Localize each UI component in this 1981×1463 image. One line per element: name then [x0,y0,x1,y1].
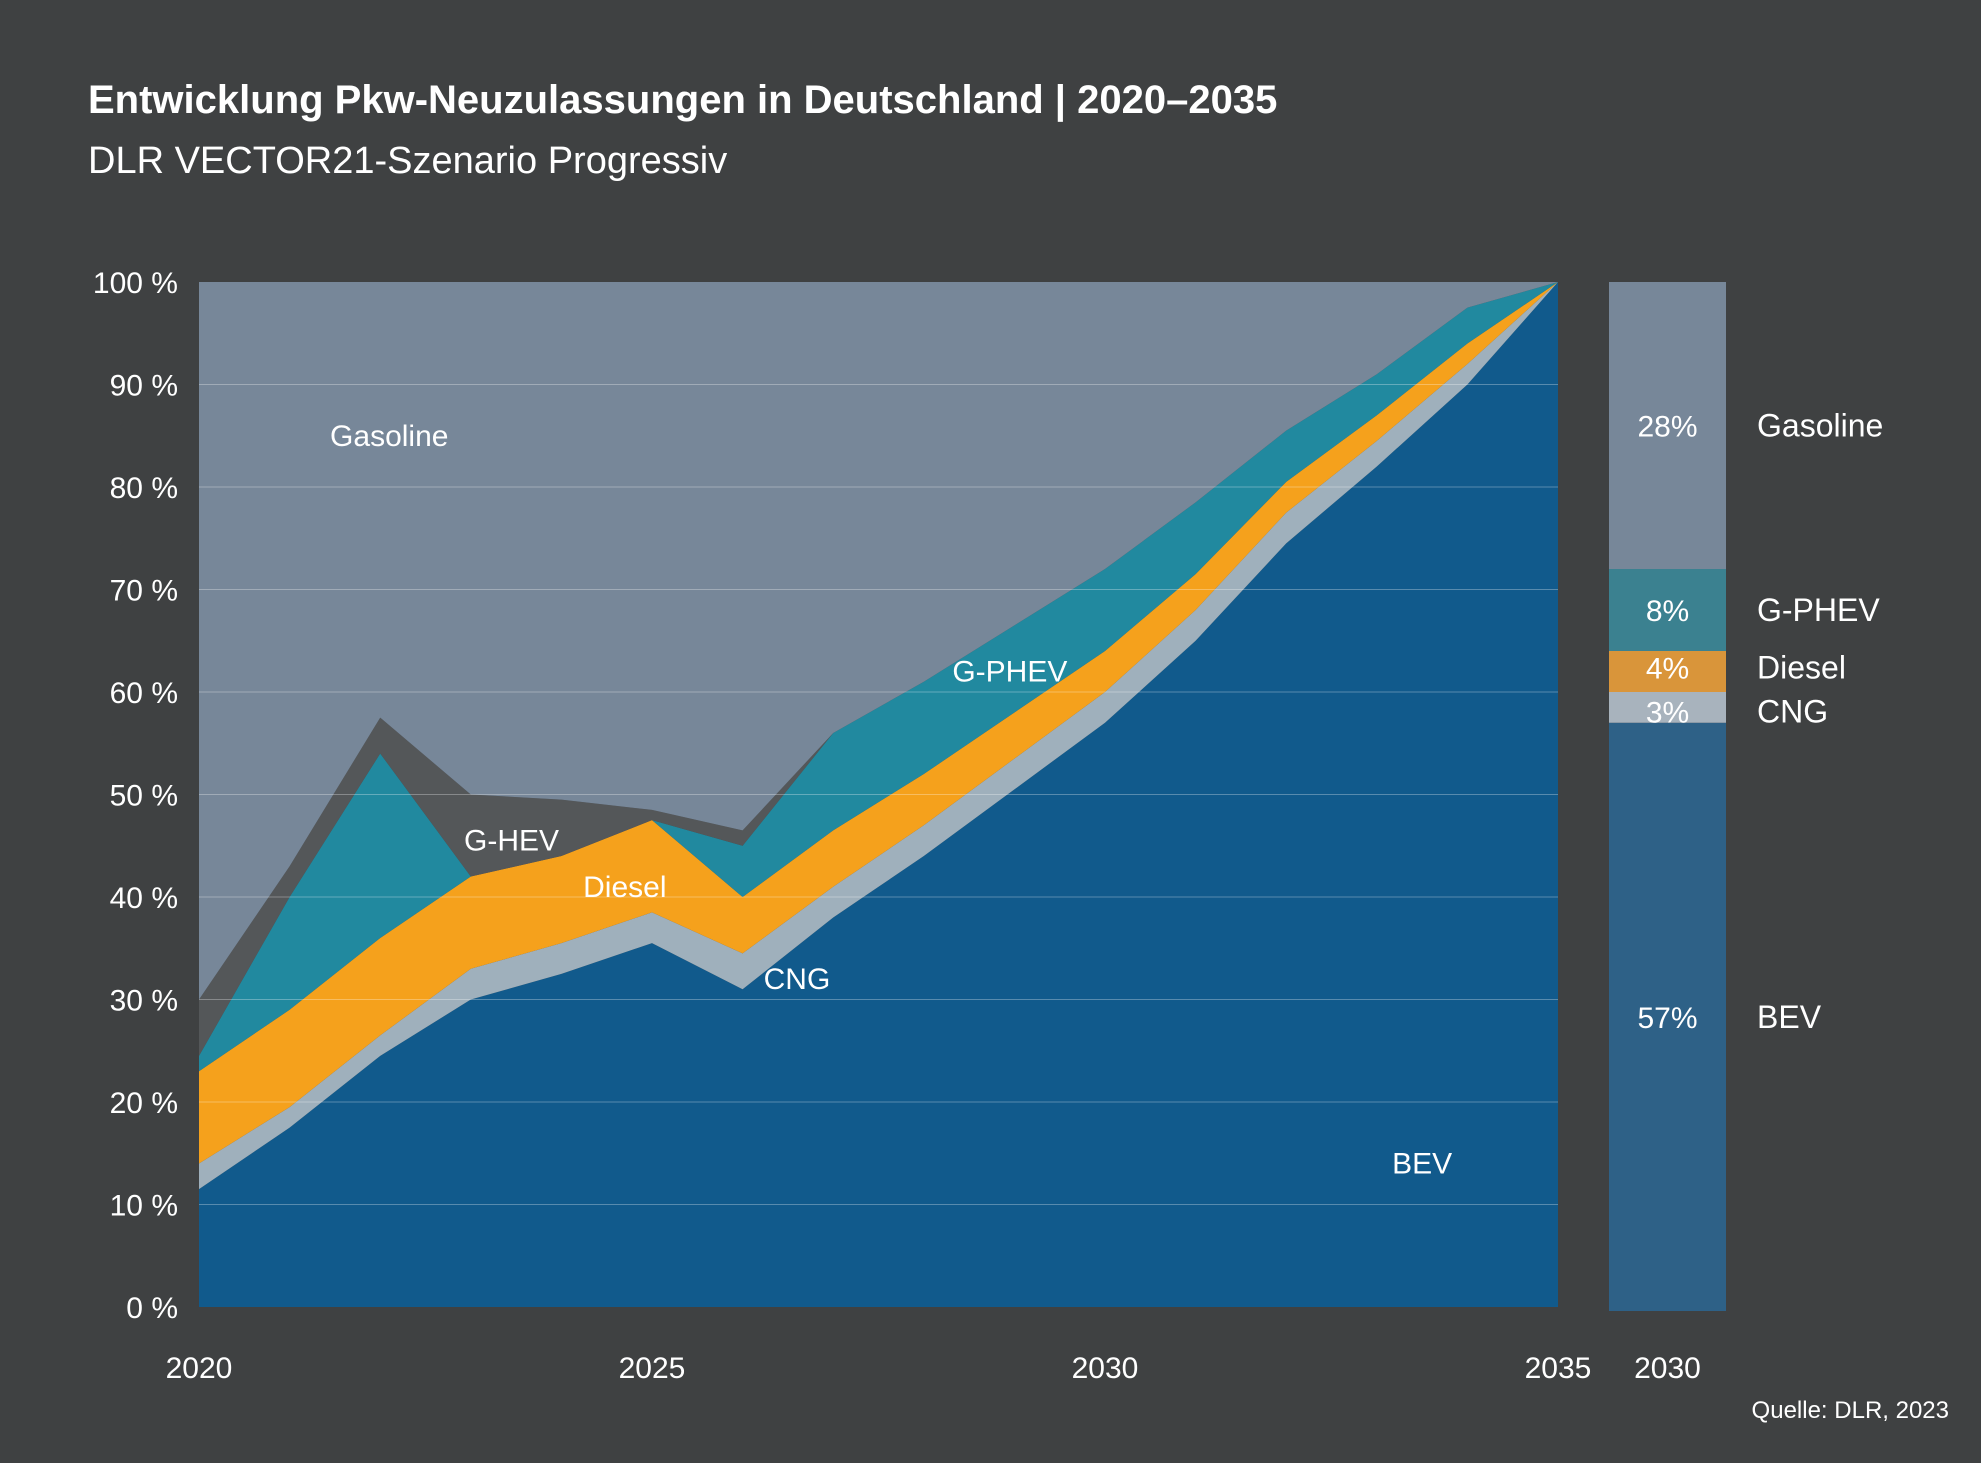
y-tick-label: 50 % [110,780,178,813]
x-tick-label: 2025 [619,1352,686,1385]
bar-label-bev: 57% [1637,1002,1697,1035]
area-label-diesel: Diesel [583,871,666,904]
bar-segment-gasoline [1609,282,1726,569]
bar-label-diesel: 4% [1646,653,1689,686]
legend-bev: BEV [1757,999,1822,1035]
y-tick-label: 0 % [126,1292,178,1325]
area-label-bev: BEV [1392,1148,1452,1181]
y-tick-label: 100 % [93,267,178,300]
x-tick-label: 2035 [1525,1352,1592,1385]
bar-2030: 57% 3% 4% 8% 28% 2030 [1609,282,1726,1385]
area-gasoline [199,282,1558,1000]
bar-segment-g-phev [1609,569,1726,651]
x-tick-label: 2030 [1072,1352,1139,1385]
x-tick-label: 2020 [166,1352,233,1385]
legend-g-phev: G-PHEV [1757,592,1880,628]
area-label-cng: CNG [764,963,831,996]
y-tick-label: 90 % [110,370,178,403]
bar-label-g-phev: 8% [1646,595,1689,628]
y-tick-label: 70 % [110,575,178,608]
area-label-gasoline: Gasoline [330,420,448,453]
legend-cng: CNG [1757,693,1828,729]
bar-segment-bev [1609,722,1726,1311]
bar-segment-diesel [1609,651,1726,692]
y-tick-label: 10 % [110,1190,178,1223]
gridlines [199,384,1558,1205]
y-tick-label: 40 % [110,882,178,915]
chart-subtitle: DLR VECTOR21-Szenario Progressiv [88,140,728,182]
legend-gasoline: Gasoline [1757,408,1883,444]
area-label-g-phev: G-PHEV [952,656,1067,689]
area-cng [199,282,1558,1190]
bar-x-label: 2030 [1634,1352,1701,1385]
bar-segment-cng [1609,692,1726,723]
y-tick-label: 20 % [110,1087,178,1120]
legend: BEV CNG Diesel G-PHEV Gasoline [1757,408,1883,1035]
bar-label-gasoline: 28% [1637,411,1697,444]
source-note: Quelle: DLR, 2023 [1751,1397,1949,1424]
area-layer [199,282,1558,1307]
area-g-phev [199,282,1558,1072]
y-tick-label: 60 % [110,677,178,710]
bar-label-cng: 3% [1646,696,1689,729]
x-axis: 2020 2025 2030 2035 [166,1352,1592,1385]
area-labels: Gasoline G-HEV Diesel G-PHEV CNG BEV [330,420,1452,1181]
area-label-g-hev: G-HEV [464,825,559,858]
chart-title: Entwicklung Pkw-Neuzulassungen in Deutsc… [88,78,1278,122]
y-tick-label: 30 % [110,985,178,1018]
area-bev [199,282,1558,1307]
y-axis: 0 % 10 % 20 % 30 % 40 % 50 % 60 % 70 % 80 % 90 % 1… [93,267,178,1325]
area-diesel [199,282,1558,1164]
y-tick-label: 80 % [110,472,178,505]
legend-diesel: Diesel [1757,650,1846,686]
